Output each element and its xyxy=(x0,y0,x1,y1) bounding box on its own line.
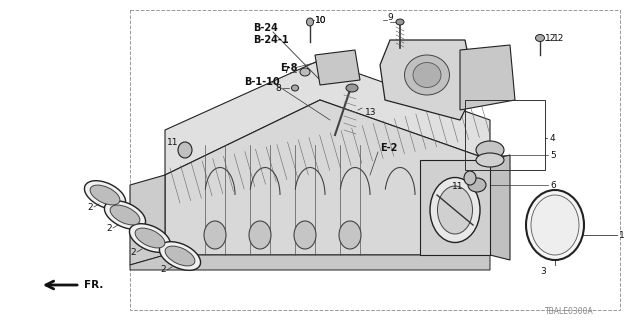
Polygon shape xyxy=(165,100,490,255)
Ellipse shape xyxy=(476,153,504,167)
Ellipse shape xyxy=(438,186,472,234)
Ellipse shape xyxy=(165,246,195,266)
Text: 12: 12 xyxy=(553,34,564,43)
Text: 9: 9 xyxy=(387,12,393,21)
Text: TBALE0300A: TBALE0300A xyxy=(545,308,594,316)
Ellipse shape xyxy=(135,228,165,248)
Ellipse shape xyxy=(396,19,404,25)
Text: 10: 10 xyxy=(315,15,326,25)
Polygon shape xyxy=(420,160,490,255)
Text: 2: 2 xyxy=(106,223,111,233)
Ellipse shape xyxy=(430,178,480,243)
Ellipse shape xyxy=(159,242,200,270)
Ellipse shape xyxy=(90,185,120,205)
Ellipse shape xyxy=(84,181,125,209)
Ellipse shape xyxy=(404,55,449,95)
Ellipse shape xyxy=(531,195,579,255)
Text: 2: 2 xyxy=(130,247,136,257)
Text: 2: 2 xyxy=(160,266,166,275)
Polygon shape xyxy=(315,50,360,85)
Text: 13: 13 xyxy=(365,108,376,116)
Text: 1: 1 xyxy=(619,230,625,239)
Text: 11: 11 xyxy=(452,181,463,190)
Ellipse shape xyxy=(464,171,476,185)
Ellipse shape xyxy=(468,178,486,192)
Polygon shape xyxy=(380,40,475,120)
Ellipse shape xyxy=(307,18,314,26)
Ellipse shape xyxy=(204,221,226,249)
Polygon shape xyxy=(130,255,490,270)
Text: 8: 8 xyxy=(275,84,281,92)
Ellipse shape xyxy=(294,221,316,249)
Polygon shape xyxy=(130,175,165,265)
Text: E-8: E-8 xyxy=(280,63,298,73)
Text: B-24: B-24 xyxy=(253,23,278,33)
Ellipse shape xyxy=(413,62,441,87)
Text: 7: 7 xyxy=(283,66,289,75)
Text: 2: 2 xyxy=(87,203,93,212)
Text: 3: 3 xyxy=(540,268,546,276)
Text: 5: 5 xyxy=(550,150,556,159)
Text: FR.: FR. xyxy=(84,280,104,290)
Text: B-1-10: B-1-10 xyxy=(244,77,280,87)
Ellipse shape xyxy=(110,205,140,225)
Ellipse shape xyxy=(526,190,584,260)
Ellipse shape xyxy=(178,142,192,158)
Polygon shape xyxy=(490,155,510,260)
Text: B-24-1: B-24-1 xyxy=(253,35,289,45)
Bar xyxy=(130,10,620,310)
Ellipse shape xyxy=(300,68,310,76)
Ellipse shape xyxy=(476,141,504,159)
Ellipse shape xyxy=(249,221,271,249)
Text: 11: 11 xyxy=(167,138,179,147)
Text: 12: 12 xyxy=(545,34,556,43)
Ellipse shape xyxy=(291,85,298,91)
Text: 4: 4 xyxy=(550,133,556,142)
Text: 10: 10 xyxy=(315,15,326,25)
Text: 6: 6 xyxy=(550,180,556,189)
Ellipse shape xyxy=(536,35,545,42)
Ellipse shape xyxy=(346,84,358,92)
Polygon shape xyxy=(460,45,515,110)
Ellipse shape xyxy=(104,201,145,229)
Text: E-2: E-2 xyxy=(380,143,397,153)
Bar xyxy=(465,100,545,170)
Ellipse shape xyxy=(129,224,171,252)
Ellipse shape xyxy=(339,221,361,249)
Polygon shape xyxy=(165,60,490,175)
